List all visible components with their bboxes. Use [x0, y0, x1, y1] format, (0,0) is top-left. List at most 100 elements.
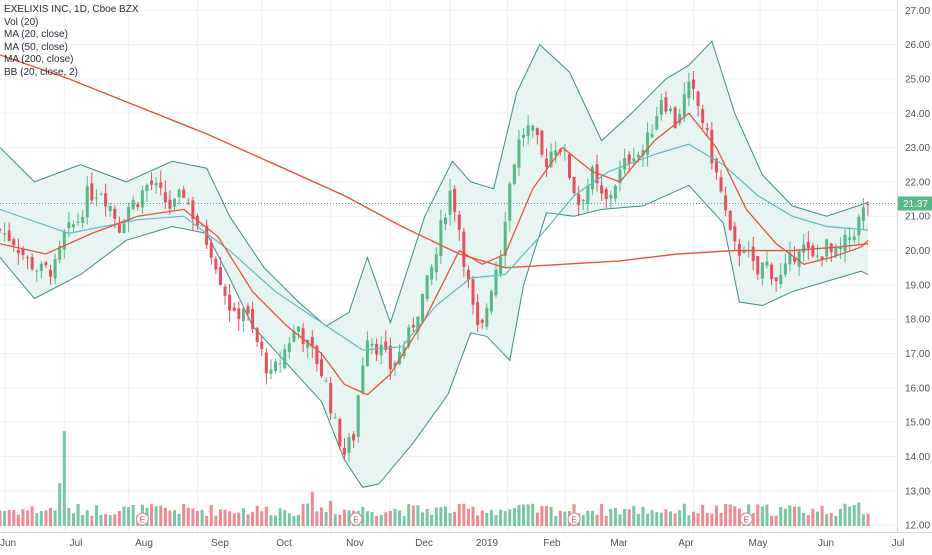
- candle-body: [554, 150, 558, 156]
- candle-body: [627, 154, 631, 164]
- legend-ma20[interactable]: MA (20, close): [4, 29, 68, 40]
- volume-bar: [163, 507, 167, 526]
- price-axis-tick-label: 16.00: [905, 383, 930, 394]
- candle-body: [751, 246, 755, 262]
- volume-bar: [338, 514, 342, 526]
- volume-bar: [861, 514, 865, 526]
- time-axis[interactable]: Jun Jul Aug Sep Oct Nov Dec 2019 Feb Mar Apr May Jun…: [0, 538, 904, 549]
- legend-ma50[interactable]: MA (50, close): [4, 41, 68, 53]
- candle-body: [815, 255, 819, 257]
- candle-body: [39, 263, 43, 271]
- time-axis-tick-label: Jul: [892, 538, 905, 549]
- candle-body: [269, 369, 273, 374]
- volume-bar: [306, 503, 310, 526]
- volume-bar: [848, 506, 852, 526]
- volume-bar: [430, 514, 434, 526]
- symbol-title[interactable]: EXELIXIS INC, 1D, Cboe BZX: [4, 4, 139, 15]
- candle-body: [140, 190, 144, 208]
- candle-body: [687, 81, 691, 99]
- volume-bar: [218, 509, 222, 526]
- volume-bar: [453, 511, 457, 526]
- volume-bar: [287, 513, 291, 526]
- candle-body: [480, 319, 484, 323]
- time-axis-tick-label: Jun: [0, 538, 16, 549]
- candle-body: [44, 262, 48, 266]
- candle-body: [453, 188, 457, 213]
- volume-bar: [526, 504, 530, 526]
- candle-body: [53, 259, 57, 279]
- candle-body: [802, 244, 806, 253]
- volume-bar: [793, 506, 797, 526]
- time-axis-tick-label: Dec: [415, 538, 433, 549]
- candle-body: [186, 202, 190, 204]
- volume-bar: [90, 515, 94, 526]
- candle-body: [71, 224, 75, 228]
- volume-bar: [852, 505, 856, 526]
- price-axis-tick-label: 25.00: [905, 74, 930, 85]
- volume-bar: [499, 509, 503, 526]
- legend-vol[interactable]: Vol (20): [4, 16, 39, 28]
- candle-body: [737, 244, 741, 256]
- volume-bar: [53, 510, 57, 526]
- volume-bar: [678, 510, 682, 526]
- volume-bar: [531, 503, 535, 526]
- volume-bar: [650, 510, 654, 526]
- volume-bar: [117, 511, 121, 526]
- volume-bar: [154, 506, 158, 526]
- volume-bar: [7, 509, 11, 526]
- candle-body: [182, 189, 186, 198]
- volume-bar: [554, 516, 558, 526]
- candle-body: [434, 254, 438, 273]
- earnings-marker: [567, 512, 581, 526]
- candle-body: [246, 306, 250, 314]
- volume-bar: [3, 510, 7, 526]
- candle-body: [866, 204, 870, 206]
- candle-body: [733, 226, 737, 242]
- candle-body: [223, 286, 227, 296]
- price-axis[interactable]: 27.00 26.00 25.00 24.00 23.00 22.00 21.00 20.00…: [905, 6, 930, 532]
- legend-ma200[interactable]: MA (200, close): [4, 54, 74, 65]
- legend-bb[interactable]: BB (20, close, 2): [4, 66, 78, 78]
- ma50-line: [0, 143, 869, 351]
- candle-body: [494, 269, 498, 296]
- volume-bar: [581, 515, 585, 526]
- volume-bar: [264, 506, 268, 526]
- candle-body: [581, 200, 585, 202]
- volume-bar: [705, 512, 709, 526]
- volume-bar: [802, 512, 806, 526]
- price-axis-tick-label: 26.00: [905, 40, 930, 51]
- volume-bar: [590, 510, 594, 526]
- candle-body: [35, 270, 39, 272]
- volume-bar: [214, 515, 218, 526]
- candle-body: [522, 134, 526, 138]
- volume-bar: [237, 512, 241, 526]
- volume-bar: [783, 508, 787, 526]
- price-axis-tick-label: 18.00: [905, 315, 930, 326]
- candle-body: [338, 418, 342, 446]
- volume-bar: [232, 513, 236, 526]
- candle-body: [462, 231, 466, 267]
- time-axis-tick-label: Apr: [678, 538, 694, 549]
- candle-body: [793, 257, 797, 262]
- volume-bar: [292, 516, 296, 526]
- volume-bar: [655, 512, 659, 526]
- volume-bar: [779, 507, 783, 526]
- volume-bar: [659, 512, 663, 526]
- volume-bar: [71, 513, 75, 526]
- bollinger-fill: [0, 41, 868, 488]
- candle-body: [421, 293, 425, 322]
- volume-bar: [186, 507, 190, 526]
- candle-body: [297, 326, 301, 332]
- price-axis-tick-label: 13.00: [905, 486, 930, 497]
- candle-body: [714, 158, 718, 173]
- volume-bar: [209, 504, 213, 526]
- volume-bar: [489, 509, 493, 526]
- volume-bar: [623, 508, 627, 526]
- volume-bar: [127, 507, 131, 526]
- earnings-marker-label: E: [140, 516, 145, 525]
- candle-body: [499, 256, 503, 274]
- earnings-marker: [349, 512, 363, 526]
- volume-bar: [361, 506, 365, 526]
- candle-body: [122, 223, 126, 234]
